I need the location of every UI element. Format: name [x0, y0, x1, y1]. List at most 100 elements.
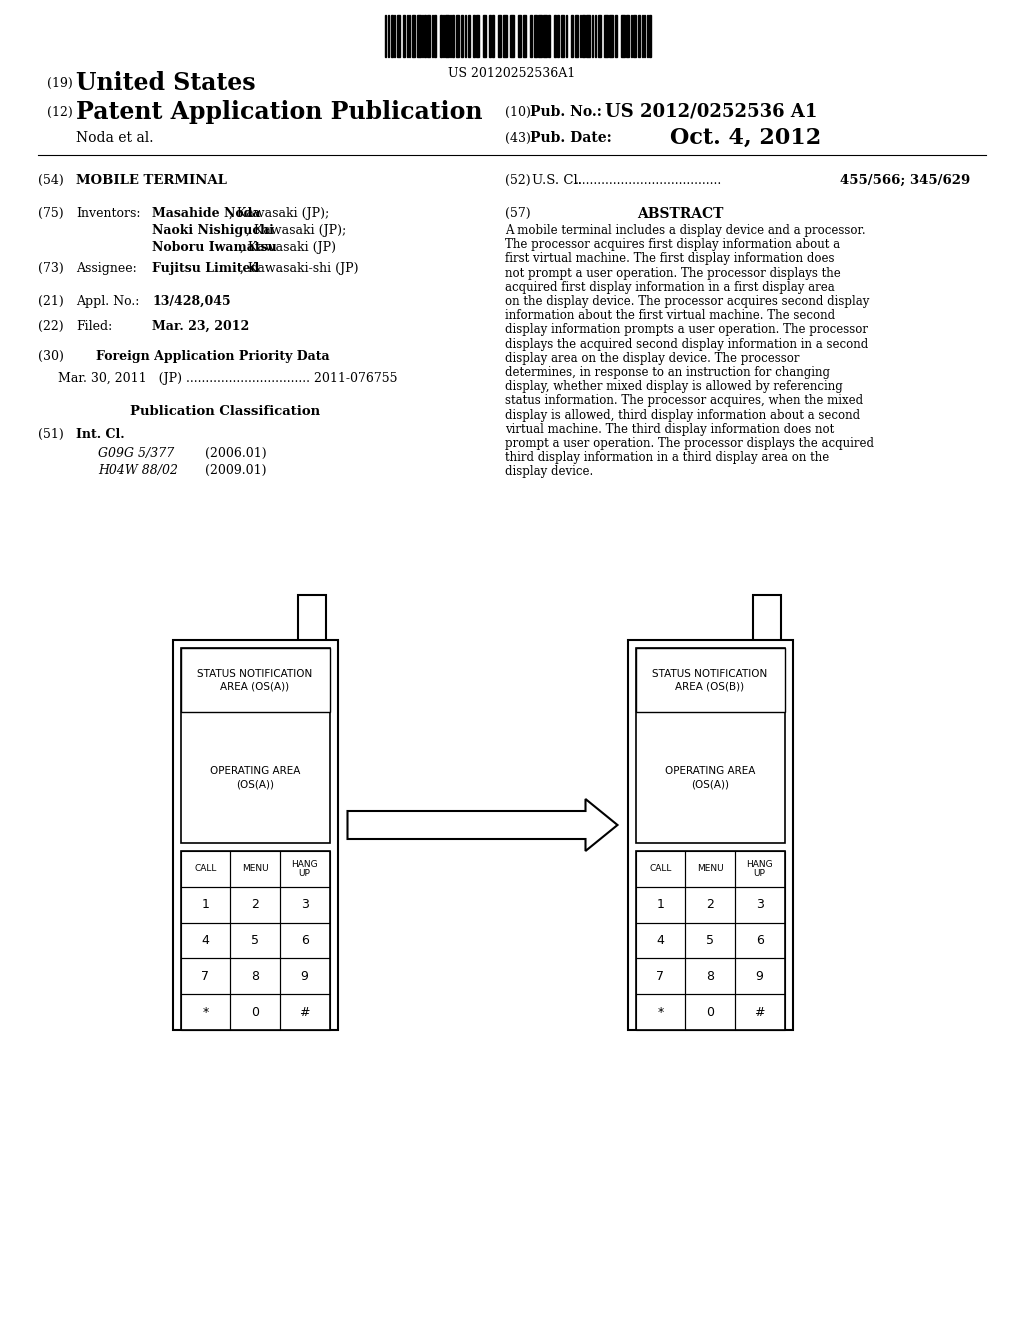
Bar	[554, 15, 556, 57]
Text: U.S. Cl.: U.S. Cl.	[532, 174, 582, 187]
Text: (73): (73)	[38, 261, 63, 275]
Bar	[571, 15, 573, 57]
Bar	[483, 15, 486, 57]
Text: 9: 9	[301, 970, 308, 983]
Text: (57): (57)	[505, 207, 530, 220]
Text: Masahide Noda: Masahide Noda	[152, 207, 260, 220]
Bar	[424, 15, 426, 57]
Text: 3: 3	[756, 898, 764, 911]
Text: , Kawasaki-shi (JP): , Kawasaki-shi (JP)	[241, 261, 359, 275]
Text: G09G 5/377: G09G 5/377	[98, 447, 174, 459]
Bar	[649, 15, 651, 57]
Bar	[510, 15, 514, 57]
Text: 4: 4	[202, 935, 209, 946]
Bar	[636, 923, 685, 958]
Bar	[582, 15, 585, 57]
Bar	[180, 923, 230, 958]
Text: Oct. 4, 2012: Oct. 4, 2012	[670, 127, 821, 149]
Text: determines, in response to an instruction for changing: determines, in response to an instructio…	[505, 366, 830, 379]
Bar	[518, 15, 521, 57]
Text: 5: 5	[706, 935, 714, 946]
Bar	[298, 595, 326, 645]
Text: display, whether mixed display is allowed by referencing: display, whether mixed display is allowe…	[505, 380, 843, 393]
Text: 4: 4	[656, 935, 665, 946]
Bar	[440, 15, 442, 57]
Bar	[492, 15, 494, 57]
Bar	[403, 15, 406, 57]
Bar	[626, 15, 629, 57]
Text: 8: 8	[251, 970, 259, 983]
Text: Pub. Date:: Pub. Date:	[530, 131, 611, 145]
Text: STATUS NOTIFICATION
AREA (OS(B)): STATUS NOTIFICATION AREA (OS(B))	[652, 668, 768, 692]
Bar	[456, 15, 459, 57]
Bar	[735, 923, 784, 958]
Text: 2: 2	[707, 898, 714, 911]
Text: MENU: MENU	[696, 865, 723, 874]
Bar	[685, 887, 735, 923]
Text: information about the first virtual machine. The second: information about the first virtual mach…	[505, 309, 836, 322]
Text: H04W 88/02: H04W 88/02	[98, 465, 178, 477]
Text: United States: United States	[76, 71, 256, 95]
Bar	[461, 15, 463, 57]
Bar	[685, 923, 735, 958]
Bar	[434, 15, 436, 57]
Bar	[735, 851, 784, 887]
Text: 13/428,045: 13/428,045	[152, 294, 230, 308]
Text: OPERATING AREA
(OS(A)): OPERATING AREA (OS(A))	[665, 766, 755, 789]
Bar	[397, 15, 400, 57]
Bar	[468, 15, 470, 57]
Text: #: #	[299, 1006, 310, 1019]
Text: US 2012/0252536 A1: US 2012/0252536 A1	[605, 103, 817, 121]
Text: acquired first display information in a first display area: acquired first display information in a …	[505, 281, 835, 294]
Text: Pub. No.:: Pub. No.:	[530, 106, 602, 119]
Bar	[489, 15, 490, 57]
Bar	[230, 923, 280, 958]
Bar	[523, 15, 526, 57]
Text: Assignee:: Assignee:	[76, 261, 137, 275]
Text: STATUS NOTIFICATION
AREA (OS(A)): STATUS NOTIFICATION AREA (OS(A))	[198, 668, 312, 692]
Text: 2: 2	[251, 898, 259, 911]
Text: Inventors:: Inventors:	[76, 207, 140, 220]
Bar	[735, 887, 784, 923]
Bar	[427, 15, 430, 57]
Text: (43): (43)	[505, 132, 530, 144]
Text: Foreign Application Priority Data: Foreign Application Priority Data	[96, 350, 330, 363]
Text: 7: 7	[656, 970, 665, 983]
Text: (30): (30)	[38, 350, 63, 363]
Bar	[636, 648, 784, 713]
Text: not prompt a user operation. The processor displays the: not prompt a user operation. The process…	[505, 267, 841, 280]
Text: *: *	[657, 1006, 664, 1019]
Bar	[604, 15, 608, 57]
Bar	[735, 994, 784, 1030]
Bar	[561, 15, 564, 57]
Text: (54): (54)	[38, 174, 63, 187]
Text: (10): (10)	[505, 106, 530, 119]
Bar	[172, 640, 338, 1030]
Bar	[180, 887, 230, 923]
Bar	[498, 15, 501, 57]
Text: prompt a user operation. The processor displays the acquired: prompt a user operation. The processor d…	[505, 437, 874, 450]
Bar	[391, 15, 393, 57]
Bar	[180, 851, 230, 887]
Text: , Kawasaki (JP): , Kawasaki (JP)	[241, 242, 337, 253]
Bar	[615, 15, 617, 57]
Text: Publication Classification: Publication Classification	[130, 405, 321, 418]
Text: on the display device. The processor acquires second display: on the display device. The processor acq…	[505, 294, 869, 308]
Bar	[543, 15, 547, 57]
Text: Naoki Nishiguchi: Naoki Nishiguchi	[152, 224, 273, 238]
Text: 1: 1	[202, 898, 209, 911]
Text: display device.: display device.	[505, 466, 593, 478]
Bar	[534, 15, 537, 57]
Text: (21): (21)	[38, 294, 63, 308]
Bar	[636, 994, 685, 1030]
Bar	[230, 958, 280, 994]
Text: HANG
UP: HANG UP	[292, 859, 318, 878]
Bar	[548, 15, 550, 57]
Bar	[412, 15, 415, 57]
Bar	[633, 15, 636, 57]
Bar	[180, 851, 330, 1030]
Text: 7: 7	[202, 970, 209, 983]
Bar	[230, 994, 280, 1030]
Bar	[452, 15, 454, 57]
Bar	[230, 851, 280, 887]
